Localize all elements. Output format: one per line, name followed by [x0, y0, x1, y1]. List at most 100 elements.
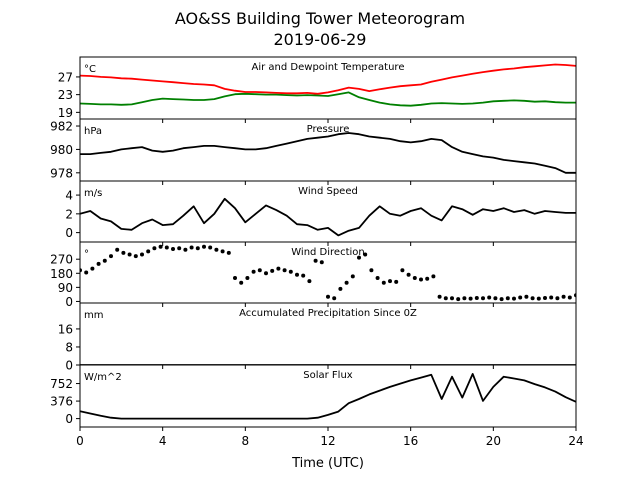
wind-direction-point	[84, 270, 89, 275]
wind-direction-point	[474, 296, 479, 300]
wind-direction-point	[443, 296, 448, 301]
wind-direction-point	[456, 297, 461, 302]
wind-direction-point	[288, 269, 293, 274]
panel-unit-label: °C	[84, 64, 96, 75]
wind-direction-point	[109, 254, 113, 259]
panel-5: 0 376 752 W/m^2 Solar Flux	[50, 364, 577, 431]
wind-direction-point	[406, 272, 411, 277]
y-tick-label: 180	[50, 267, 73, 281]
y-tick-label: 980	[50, 143, 73, 157]
wind-direction-point	[518, 295, 523, 300]
wind-direction-point	[319, 260, 324, 265]
wind-direction-point	[276, 266, 281, 271]
wind-direction-point	[493, 296, 498, 301]
y-tick-label: 2	[65, 207, 73, 221]
x-tick-label: 4	[159, 434, 167, 448]
panel-unit-label: hPa	[84, 126, 102, 137]
y-tick-label: 376	[50, 395, 73, 409]
wind-direction-point	[214, 247, 219, 252]
panel-0: 19 23 27 °C Air and Dewpoint Temperature	[58, 56, 577, 123]
wind-direction-point	[567, 295, 572, 300]
wind-direction-point	[233, 276, 237, 280]
x-tick-label: 8	[242, 434, 250, 448]
wind-direction-point	[301, 273, 306, 278]
x-tick-label: 20	[486, 434, 501, 448]
y-tick-label: 752	[50, 377, 73, 391]
wind-direction-point	[357, 255, 361, 260]
wind-direction-point	[146, 249, 151, 254]
panel-unit-label: mm	[84, 310, 103, 321]
wind-direction-point	[245, 276, 250, 280]
wind-direction-point	[394, 279, 399, 284]
y-tick-label: 0	[65, 359, 73, 373]
wind-direction-point	[412, 276, 417, 280]
wind-direction-point	[158, 244, 163, 249]
wind-direction-point	[375, 276, 380, 280]
series-line-0-0	[80, 63, 576, 95]
wind-direction-point	[208, 245, 213, 250]
figure-title-line1: AO&SS Building Tower Meteorogram	[175, 9, 465, 28]
wind-direction-point	[332, 296, 337, 301]
y-tick-label: 16	[58, 322, 73, 336]
wind-direction-point	[468, 296, 473, 301]
wind-direction-point	[425, 276, 430, 281]
wind-direction-point	[350, 274, 355, 279]
wind-direction-point	[549, 295, 554, 300]
wind-direction-point	[102, 258, 107, 263]
wind-direction-point	[270, 268, 275, 273]
wind-direction-point	[251, 269, 256, 274]
panel-unit-label: W/m^2	[84, 372, 122, 383]
y-tick-label: 270	[50, 253, 73, 267]
y-tick-label: 90	[58, 281, 73, 295]
x-axis-label: Time (UTC)	[291, 456, 364, 471]
wind-direction-point	[555, 296, 560, 301]
wind-direction-point	[202, 244, 206, 249]
wind-direction-point	[295, 272, 299, 277]
wind-direction-point	[326, 294, 330, 299]
y-tick-label: 4	[65, 189, 73, 203]
y-tick-label: 0	[65, 226, 73, 240]
wind-direction-point	[127, 252, 132, 257]
panel-2: 0 2 4 m/s Wind Speed	[65, 180, 577, 246]
wind-direction-point	[481, 296, 485, 301]
wind-direction-point	[257, 268, 262, 273]
wind-direction-point	[369, 268, 374, 273]
wind-direction-point	[177, 246, 182, 251]
wind-direction-point	[338, 286, 343, 291]
wind-direction-point	[307, 279, 312, 284]
panel-title: Wind Speed	[298, 186, 358, 197]
wind-direction-point	[121, 250, 126, 255]
panel-title: Pressure	[307, 124, 350, 135]
wind-direction-point	[561, 294, 566, 299]
panel-title: Accumulated Precipitation Since 0Z	[239, 308, 417, 319]
wind-direction-point	[524, 294, 529, 299]
wind-direction-point	[505, 296, 510, 301]
panel-title: Wind Direction	[291, 247, 365, 258]
wind-direction-point	[264, 271, 268, 276]
wind-direction-point	[133, 254, 138, 259]
wind-direction-point	[90, 266, 95, 271]
wind-direction-point	[282, 268, 287, 273]
wind-direction-point	[164, 245, 169, 250]
x-tick-label: 16	[403, 434, 418, 448]
wind-direction-point	[431, 274, 436, 279]
x-tick-label: 12	[320, 434, 335, 448]
panel-unit-label: m/s	[84, 188, 102, 199]
wind-direction-point	[543, 296, 547, 300]
wind-direction-point	[195, 246, 200, 251]
series-line-1-0	[80, 132, 576, 174]
wind-direction-point	[388, 279, 392, 284]
wind-direction-point	[437, 294, 442, 299]
wind-direction-point	[226, 250, 231, 255]
wind-direction-point	[220, 249, 225, 254]
wind-direction-point	[189, 245, 194, 250]
panel-title: Air and Dewpoint Temperature	[252, 62, 405, 73]
wind-direction-point	[381, 280, 386, 285]
wind-direction-point	[239, 280, 244, 285]
wind-direction-point	[115, 247, 120, 252]
y-tick-label: 8	[65, 340, 73, 354]
wind-direction-point	[313, 258, 318, 263]
